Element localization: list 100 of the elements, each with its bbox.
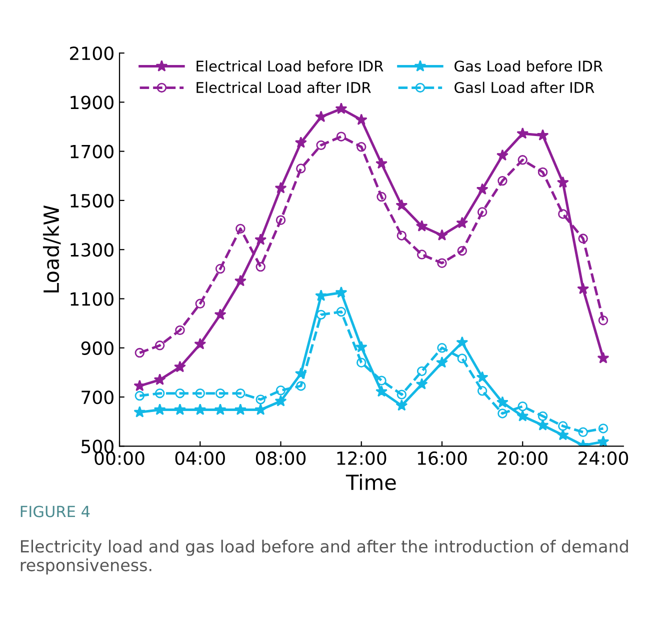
y-axis-title: Load/kW [42,205,61,292]
point [215,388,226,398]
point [518,155,528,165]
point [577,282,590,294]
point [597,435,610,446]
point [416,366,427,376]
point [254,234,267,245]
y-tick-label: 500 [82,440,114,454]
point [416,250,427,260]
point [356,142,366,152]
point [195,388,205,398]
point [296,164,306,174]
point [376,385,388,397]
caption: FIGURE 4 [20,506,90,518]
point [456,336,468,348]
point [236,388,246,398]
point [134,406,146,418]
point [356,358,366,368]
point [516,410,529,422]
legend-label: Electrical Load before IDR [196,60,384,72]
point [336,306,346,317]
point [315,110,328,122]
point [396,399,408,411]
point [355,114,368,126]
y-tick-label: 2100 [70,46,114,60]
x-tick-label: 20:00 [498,451,548,465]
point [536,129,549,141]
point [437,343,447,353]
point [457,246,468,256]
point [578,427,588,438]
point [477,386,488,396]
point [578,234,588,244]
point [476,371,488,383]
y-tick-label: 1700 [70,144,114,158]
point [194,404,206,415]
point [256,394,266,404]
point [518,401,528,412]
point [276,386,286,396]
point [215,264,226,274]
point [214,404,226,415]
point [195,298,205,309]
point [516,127,529,139]
point [335,102,348,114]
point [376,376,386,386]
point [396,199,408,211]
point [175,388,185,398]
y-tick-label: 900 [81,341,114,355]
point [336,132,346,142]
point [498,176,508,186]
point [598,424,608,434]
x-tick-label: 24:00 [578,451,628,465]
point [376,192,386,202]
point [134,348,145,358]
x-tick-label: 00:00 [94,451,144,465]
point [274,394,287,406]
legend-label: Electrical Load after IDR [196,82,371,94]
point [154,388,165,398]
point [376,157,388,169]
point [315,290,328,301]
point [154,404,166,415]
point [274,182,287,194]
point [558,209,568,219]
point [538,167,548,178]
legend-label: Gas Load before IDR [454,60,603,72]
point [498,408,508,418]
point [437,258,447,268]
point [254,404,267,415]
point [457,354,468,364]
point [154,374,166,386]
point [335,286,348,298]
text: Electricity load and gas load before and after the introduction of demand responsiveness. [20,540,628,575]
point [598,316,608,326]
x-axis-title: Time [346,474,396,490]
x-tick-label: 08:00 [256,451,306,465]
point [236,224,246,234]
point [496,149,508,161]
point [396,390,407,400]
point [597,352,610,364]
y-tick-label: 1100 [70,292,114,306]
point [214,308,226,320]
x-tick-label: 12:00 [337,451,386,465]
point [477,207,488,217]
point [496,396,508,408]
point [194,338,206,350]
point [538,411,548,422]
y-tick-label: 1500 [70,194,114,208]
point [558,421,568,431]
point [536,419,549,430]
point [174,404,186,415]
point [234,274,246,286]
point [234,404,246,415]
point [416,378,428,390]
x-tick-label: 04:00 [175,451,225,465]
point [294,136,307,148]
point [316,140,326,150]
point [355,340,368,352]
y-tick-label: 1900 [70,96,114,110]
point [174,360,186,372]
point [556,176,569,188]
point [416,220,428,232]
